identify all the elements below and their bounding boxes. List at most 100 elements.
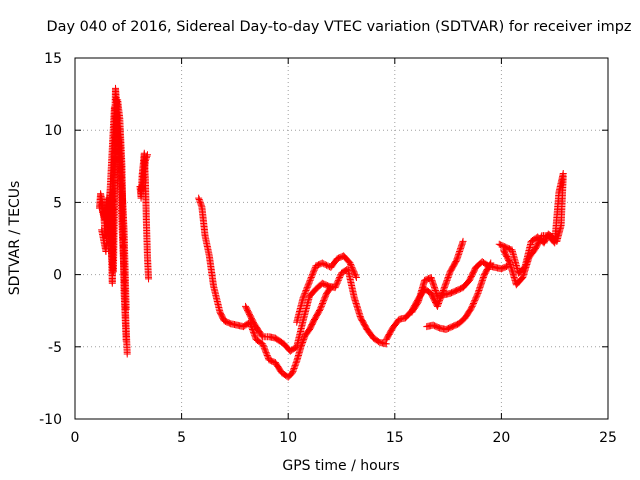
data-point-marker xyxy=(350,268,358,276)
data-point-marker xyxy=(351,269,359,277)
data-point-marker xyxy=(195,194,203,202)
data-point-marker xyxy=(249,327,257,335)
data-point-marker xyxy=(332,282,340,290)
data-point-marker xyxy=(441,281,449,289)
data-point-marker xyxy=(333,279,341,287)
data-point-marker xyxy=(487,259,495,267)
x-tick-label: 25 xyxy=(599,430,617,446)
data-point-marker xyxy=(259,341,267,349)
data-point-marker xyxy=(470,298,478,306)
data-point-marker xyxy=(321,260,329,268)
x-tick-label: 5 xyxy=(177,430,186,446)
data-point-marker xyxy=(251,333,259,341)
data-point-marker xyxy=(301,288,309,296)
y-axis-label: SDTVAR / TECUs xyxy=(7,181,23,296)
data-point-marker xyxy=(471,295,479,303)
data-point-marker xyxy=(251,331,259,339)
data-point-marker xyxy=(299,294,307,302)
data-point-marker xyxy=(259,340,267,348)
data-point-marker xyxy=(435,298,443,306)
grid-lines xyxy=(75,58,608,419)
data-point-marker xyxy=(348,263,356,271)
data-point-marker xyxy=(320,260,328,268)
data-point-marker xyxy=(469,299,477,307)
x-axis-label: GPS time / hours xyxy=(282,458,399,474)
data-point-marker xyxy=(347,260,355,268)
data-point-marker xyxy=(320,295,328,303)
data-point-marker xyxy=(331,284,339,292)
data-point-marker xyxy=(352,273,360,281)
data-point-marker xyxy=(308,271,316,279)
data-point-marker xyxy=(440,284,448,292)
y-tick-label: -10 xyxy=(39,412,62,428)
x-tick-label: 10 xyxy=(279,430,297,446)
data-point-marker xyxy=(250,328,258,336)
data-point-marker xyxy=(486,260,494,268)
data-point-marker xyxy=(318,259,326,267)
axis-ticks: 0 5 10 15 20 25 -10 -5 0 5 10 15 xyxy=(39,51,617,446)
data-point-marker xyxy=(291,363,299,371)
data-point-marker xyxy=(443,278,451,286)
y-tick-label: 15 xyxy=(44,51,62,67)
data-point-marker xyxy=(291,362,299,370)
data-point-marker xyxy=(289,367,297,375)
data-point-marker xyxy=(307,273,315,281)
data-point-marker xyxy=(334,278,342,286)
data-point-marker xyxy=(195,196,203,204)
data-point-marker xyxy=(473,292,481,300)
data-point-marker xyxy=(262,347,270,355)
data-point-marker xyxy=(141,157,149,165)
data-point-marker xyxy=(145,275,153,283)
data-point-marker xyxy=(336,273,344,281)
chart-title: Day 040 of 2016, Sidereal Day-to-day VTE… xyxy=(47,19,632,35)
data-point-marker xyxy=(142,155,150,163)
x-tick-label: 20 xyxy=(492,430,510,446)
data-point-marker xyxy=(300,334,308,342)
data-point-marker xyxy=(332,281,340,289)
data-point-marker xyxy=(351,271,359,279)
data-point-marker xyxy=(469,301,477,309)
data-point-marker xyxy=(300,291,308,299)
data-point-marker xyxy=(323,261,331,269)
data-point-marker xyxy=(321,294,329,302)
data-point-marker xyxy=(472,294,480,302)
data-point-marker xyxy=(262,349,270,357)
data-point-marker xyxy=(292,360,300,368)
data-point-marker xyxy=(123,350,131,358)
data-point-marker xyxy=(442,279,450,287)
data-point-marker xyxy=(347,262,355,270)
data-point-marker xyxy=(196,198,204,206)
data-point-marker xyxy=(559,170,567,178)
data-point-marker xyxy=(143,152,151,160)
data-point-marker xyxy=(503,263,511,271)
data-point-marker xyxy=(321,292,329,300)
data-point-marker xyxy=(445,271,453,279)
data-point-marker xyxy=(320,297,328,305)
data-point-marker xyxy=(263,351,271,359)
data-point-marker xyxy=(439,286,447,294)
data-point-marker xyxy=(304,282,312,290)
data-point-marker xyxy=(468,304,476,312)
data-point-marker xyxy=(248,325,256,333)
x-tick-label: 0 xyxy=(71,430,80,446)
data-point-marker xyxy=(444,275,452,283)
data-point-marker xyxy=(434,301,442,309)
data-point-marker xyxy=(300,292,308,300)
data-point-marker xyxy=(302,286,310,294)
data-point-marker xyxy=(290,364,298,372)
data-point-marker xyxy=(349,266,357,274)
data-point-marker xyxy=(473,291,481,299)
data-point-marker xyxy=(319,298,327,306)
data-point-marker xyxy=(310,266,318,274)
data-point-marker xyxy=(459,237,467,245)
y-tick-label: 10 xyxy=(44,123,62,139)
data-point-marker xyxy=(352,272,360,280)
data-point-marker xyxy=(260,344,268,352)
data-point-marker xyxy=(197,201,205,209)
data-point-marker xyxy=(445,272,453,280)
data-point-marker xyxy=(468,302,476,310)
data-point-marker xyxy=(197,200,205,208)
data-point-marker xyxy=(303,285,311,293)
data-point-marker xyxy=(433,302,441,310)
